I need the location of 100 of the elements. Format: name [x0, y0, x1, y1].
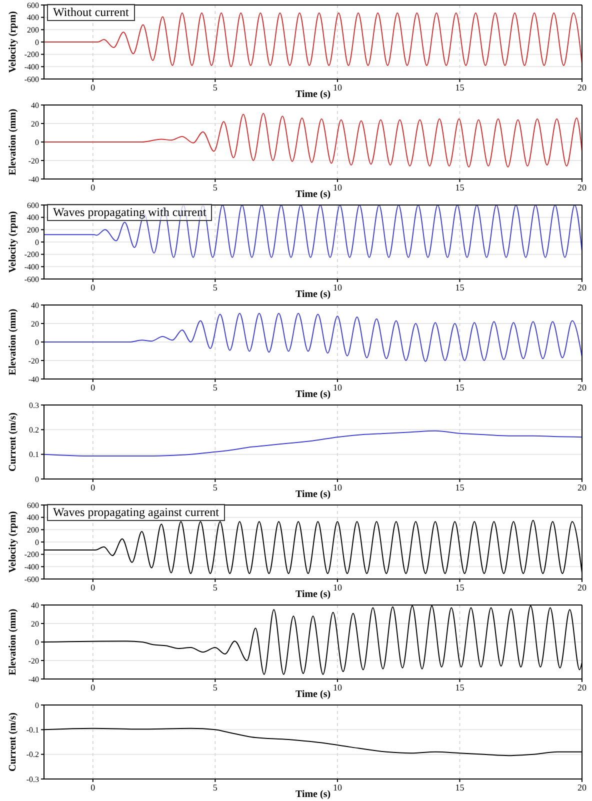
x-tick-label: 20: [578, 782, 587, 792]
x-tick-label: 0: [90, 82, 96, 92]
y-tick-label: 600: [27, 500, 39, 510]
y-tick-label: -40: [28, 674, 39, 684]
y-axis-title: Elevation (mm): [8, 308, 19, 376]
y-tick-label: 40: [31, 600, 39, 610]
y-tick-label: -600: [24, 574, 39, 584]
x-tick-label: 20: [578, 682, 587, 692]
x-axis-title: Time (s): [295, 89, 331, 100]
y-tick-label: 20: [31, 319, 39, 328]
x-tick-label: 5: [212, 482, 218, 492]
x-tick-label: 10: [332, 682, 342, 692]
y-tick-label: -20: [28, 356, 39, 366]
x-tick-label: 20: [578, 482, 587, 492]
x-tick-label: 10: [332, 382, 342, 392]
y-tick-label: -600: [24, 274, 39, 284]
x-tick-label: 10: [332, 482, 342, 492]
x-tick-label: 10: [332, 182, 342, 192]
x-tick-label: 15: [455, 482, 465, 492]
y-axis-title: Velocity (rpm): [8, 211, 19, 273]
x-tick-label: 15: [455, 582, 465, 592]
y-tick-label: 0.3: [29, 400, 39, 410]
y-tick-label: -400: [24, 62, 39, 72]
x-axis-title: Time (s): [295, 189, 331, 200]
y-tick-label: -200: [24, 250, 39, 260]
y-tick-label: -0.3: [26, 774, 39, 784]
x-tick-label: 20: [578, 382, 587, 392]
y-tick-label: 600: [27, 0, 39, 10]
x-tick-label: 15: [455, 182, 465, 192]
x-tick-label: 20: [578, 582, 587, 592]
annotation: Without current: [47, 4, 135, 21]
x-tick-label: 5: [212, 782, 218, 792]
y-tick-label: 400: [27, 513, 39, 522]
x-axis-title: Time (s): [295, 789, 331, 800]
y-tick-label: -0.2: [26, 750, 39, 760]
x-tick-label: 0: [90, 382, 96, 392]
x-axis-title: Time (s): [295, 589, 331, 600]
x-tick-label: 20: [578, 282, 587, 292]
x-tick-label: 5: [212, 382, 218, 392]
y-tick-label: -200: [24, 550, 39, 560]
y-axis-title: Current (m/s): [8, 712, 19, 772]
y-tick-label: 40: [31, 300, 39, 310]
y-axis-title: Current (m/s): [8, 412, 19, 472]
y-tick-label: -40: [28, 174, 39, 184]
x-tick-label: 5: [212, 282, 218, 292]
y-tick-label: -40: [28, 374, 39, 384]
y-tick-label: 20: [31, 619, 39, 628]
y-tick-label: 0: [35, 538, 39, 547]
x-axis-title: Time (s): [295, 489, 331, 500]
x-tick-label: 15: [455, 382, 465, 392]
line-series: [44, 430, 582, 457]
line-series: [44, 112, 582, 168]
x-tick-label: 0: [90, 282, 96, 292]
y-tick-label: -0.1: [26, 726, 39, 735]
y-axis-title: Velocity (rpm): [8, 511, 19, 573]
x-tick-label: 5: [212, 182, 218, 192]
x-tick-label: 0: [90, 582, 96, 592]
x-tick-label: 20: [578, 182, 587, 192]
y-tick-label: 200: [27, 226, 39, 235]
x-tick-label: 20: [578, 82, 587, 92]
y-tick-label: 0: [35, 238, 39, 247]
y-tick-label: -20: [28, 156, 39, 166]
x-tick-label: 10: [332, 782, 342, 792]
y-tick-label: 0: [35, 338, 39, 347]
x-tick-label: 15: [455, 282, 465, 292]
x-tick-label: 0: [90, 482, 96, 492]
y-tick-label: 0.1: [29, 450, 39, 460]
x-tick-label: 15: [455, 82, 465, 92]
x-tick-label: 0: [90, 182, 96, 192]
x-axis-title: Time (s): [295, 289, 331, 300]
y-tick-label: 0: [35, 474, 39, 484]
y-tick-label: -600: [24, 74, 39, 84]
y-tick-label: -200: [24, 50, 39, 60]
y-tick-label: 0: [35, 638, 39, 647]
x-tick-label: 5: [212, 682, 218, 692]
x-tick-label: 10: [332, 582, 342, 592]
x-tick-label: 15: [455, 682, 465, 692]
annotation: Waves propagating with current: [47, 204, 212, 221]
y-tick-label: 0: [35, 38, 39, 47]
x-axis-title: Time (s): [295, 689, 331, 700]
y-tick-label: 0: [35, 138, 39, 147]
x-tick-label: 5: [212, 82, 218, 92]
y-tick-label: -20: [28, 656, 39, 666]
x-tick-label: 0: [90, 782, 96, 792]
y-tick-label: -400: [24, 262, 39, 272]
x-tick-label: 10: [332, 82, 342, 92]
y-tick-label: 40: [31, 100, 39, 110]
y-tick-label: 200: [27, 26, 39, 35]
x-tick-label: 5: [212, 582, 218, 592]
y-axis-title: Elevation (mm): [8, 108, 19, 176]
x-tick-label: 10: [332, 282, 342, 292]
y-tick-label: 20: [31, 119, 39, 128]
y-tick-label: 0.2: [29, 426, 39, 435]
y-tick-label: 0: [35, 700, 39, 710]
annotation: Waves propagating against current: [47, 504, 225, 521]
x-axis-title: Time (s): [295, 389, 331, 400]
x-tick-label: 15: [455, 782, 465, 792]
y-tick-label: 400: [27, 13, 39, 22]
y-tick-label: 400: [27, 213, 39, 222]
y-axis-title: Elevation (mm): [8, 608, 19, 676]
